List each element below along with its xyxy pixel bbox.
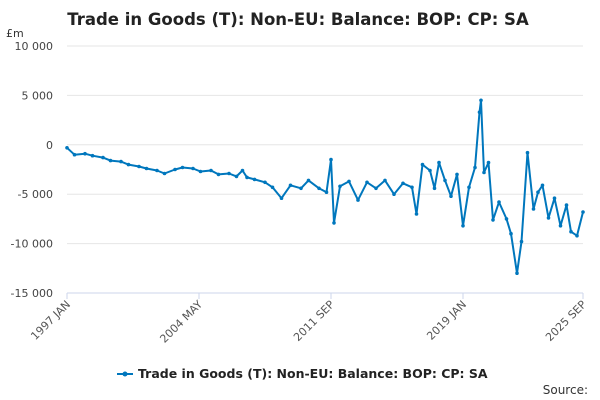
source-label: Source: — [543, 383, 588, 397]
data-point[interactable] — [479, 98, 483, 103]
data-point[interactable] — [569, 229, 573, 234]
x-tick-label: 2025 SEP — [543, 298, 589, 344]
x-tick-label: 2011 SEP — [291, 298, 337, 344]
x-tick-label: 2004 MAY — [157, 298, 205, 346]
data-point[interactable] — [519, 239, 524, 244]
data-point[interactable] — [482, 170, 486, 175]
data-point[interactable] — [428, 168, 432, 173]
y-tick-label: 5 000 — [22, 89, 54, 102]
data-point[interactable] — [270, 185, 275, 190]
data-point[interactable] — [144, 166, 149, 171]
data-point[interactable] — [329, 157, 333, 162]
x-tick-label: 2019 JAN — [424, 298, 469, 343]
data-point[interactable] — [108, 158, 113, 163]
data-point[interactable] — [90, 153, 95, 158]
data-point[interactable] — [420, 162, 425, 167]
data-point[interactable] — [525, 150, 530, 155]
data-point[interactable] — [227, 171, 231, 176]
data-point[interactable] — [365, 180, 369, 185]
x-tick-label: 1997 JAN — [28, 298, 73, 343]
data-point[interactable] — [449, 194, 453, 198]
y-unit-label: £m — [6, 27, 24, 40]
y-tick-label: 0 — [46, 139, 53, 152]
data-point[interactable] — [83, 151, 87, 156]
data-point[interactable] — [356, 198, 360, 202]
data-point[interactable] — [162, 171, 167, 176]
data-point[interactable] — [216, 172, 221, 177]
data-point[interactable] — [540, 183, 545, 188]
data-point[interactable] — [180, 165, 185, 170]
data-point[interactable] — [209, 168, 213, 173]
y-tick-label: -15 000 — [11, 287, 53, 300]
data-point[interactable] — [126, 162, 131, 167]
data-point[interactable] — [504, 217, 509, 221]
data-point[interactable] — [509, 231, 513, 236]
data-point[interactable] — [546, 216, 551, 220]
data-point[interactable] — [245, 175, 249, 180]
data-point[interactable] — [443, 178, 447, 183]
data-point[interactable] — [497, 200, 501, 204]
data-point[interactable] — [299, 186, 303, 191]
data-point[interactable] — [155, 168, 159, 173]
y-tick-label: -10 000 — [11, 238, 53, 251]
legend-marker — [122, 371, 128, 377]
data-point[interactable] — [383, 178, 387, 183]
data-point[interactable] — [240, 168, 245, 173]
chart-title: Trade in Goods (T): Non-EU: Balance: BOP… — [67, 10, 529, 29]
data-point[interactable] — [392, 192, 396, 196]
data-point[interactable] — [119, 159, 123, 164]
data-point[interactable] — [536, 190, 540, 194]
data-point[interactable] — [338, 184, 342, 189]
data-point[interactable] — [531, 207, 536, 211]
data-point[interactable] — [410, 185, 414, 190]
y-tick-label: -5 000 — [18, 188, 53, 201]
legend-label: Trade in Goods (T): Non-EU: Balance: BOP… — [138, 366, 488, 381]
gridlines — [67, 45, 583, 294]
y-axis-ticks: 10 000 5 000 0 -5 000 -10 000 -15 000 — [11, 40, 53, 300]
data-point[interactable] — [324, 190, 329, 194]
data-point[interactable] — [347, 179, 351, 184]
data-point[interactable] — [564, 203, 569, 207]
data-point[interactable] — [486, 160, 491, 165]
data-point[interactable] — [72, 152, 77, 157]
data-point[interactable] — [173, 167, 177, 172]
data-point[interactable] — [401, 181, 405, 186]
series-layer — [65, 98, 585, 276]
data-point[interactable] — [455, 172, 459, 177]
data-point[interactable] — [491, 218, 495, 222]
y-tick-label: 10 000 — [15, 40, 54, 53]
data-point[interactable] — [198, 169, 203, 174]
data-point[interactable] — [581, 210, 585, 214]
data-point[interactable] — [263, 180, 267, 185]
data-point[interactable] — [374, 186, 378, 191]
legend[interactable]: Trade in Goods (T): Non-EU: Balance: BOP… — [117, 366, 488, 381]
data-point[interactable] — [414, 212, 419, 216]
data-point[interactable] — [473, 165, 477, 170]
data-point[interactable] — [477, 110, 482, 114]
data-point[interactable] — [191, 166, 195, 171]
data-point[interactable] — [65, 146, 69, 150]
data-point[interactable] — [432, 186, 437, 191]
data-point[interactable] — [575, 233, 579, 238]
data-point[interactable] — [515, 271, 519, 276]
data-point[interactable] — [137, 164, 141, 169]
data-point[interactable] — [437, 160, 441, 165]
data-point[interactable] — [252, 177, 257, 182]
data-point[interactable] — [461, 224, 465, 228]
data-point[interactable] — [101, 155, 105, 160]
data-point[interactable] — [234, 174, 239, 179]
series-line — [66, 99, 584, 275]
data-point[interactable] — [306, 178, 311, 183]
data-point[interactable] — [558, 224, 563, 228]
data-point[interactable] — [317, 186, 321, 191]
data-point[interactable] — [279, 196, 284, 200]
data-point[interactable] — [288, 183, 293, 188]
x-axis-ticks: 1997 JAN 2004 MAY 2011 SEP 2019 JAN 2025 SEP — [28, 293, 589, 346]
data-point[interactable] — [332, 221, 336, 225]
data-point[interactable] — [552, 196, 557, 200]
data-point[interactable] — [467, 185, 471, 190]
